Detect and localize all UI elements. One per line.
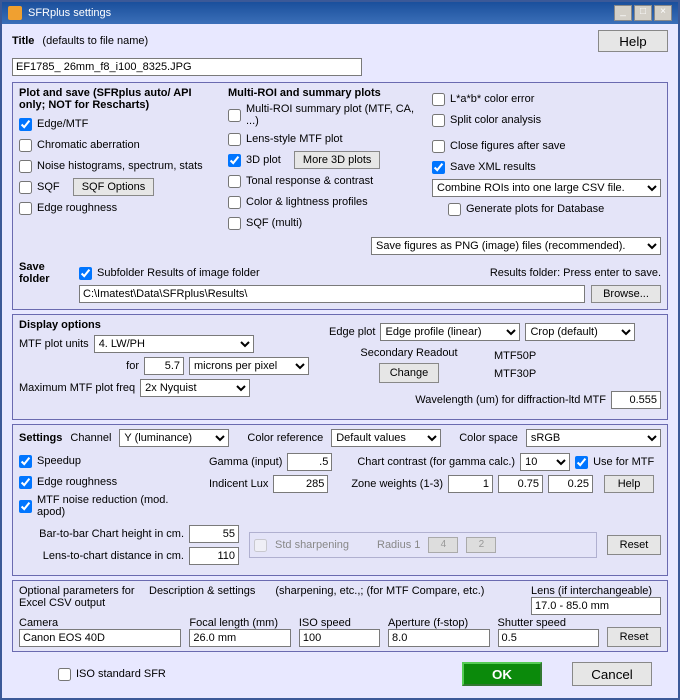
window-title: SFRplus settings bbox=[28, 7, 111, 19]
mtf-noise-check[interactable] bbox=[19, 500, 32, 513]
settings-window: SFRplus settings _ □ × Title (defaults t… bbox=[0, 0, 680, 700]
edge-rough2-check[interactable] bbox=[19, 476, 32, 489]
lens-style-check[interactable] bbox=[228, 133, 241, 146]
sqf-options-button[interactable]: SQF Options bbox=[73, 178, 155, 196]
gamma-input[interactable] bbox=[287, 453, 332, 471]
browse-button[interactable]: Browse... bbox=[591, 285, 661, 303]
channel-select[interactable]: Y (luminance) bbox=[119, 429, 229, 447]
ok-button[interactable]: OK bbox=[462, 662, 542, 686]
more-3d-button[interactable]: More 3D plots bbox=[294, 151, 380, 169]
subfolder-check[interactable] bbox=[79, 267, 92, 280]
display-heading: Display options bbox=[19, 319, 309, 331]
lux-input[interactable] bbox=[273, 475, 328, 493]
close-button[interactable]: × bbox=[654, 5, 672, 21]
zone3-input[interactable] bbox=[548, 475, 593, 493]
fig-format-select[interactable]: Save figures as PNG (image) files (recom… bbox=[371, 237, 661, 255]
lens-dist-input[interactable] bbox=[189, 547, 239, 565]
gen-db-check[interactable] bbox=[448, 203, 461, 216]
save-xml-check[interactable] bbox=[432, 161, 445, 174]
multi-summary-check[interactable] bbox=[228, 109, 241, 122]
title-label: Title bbox=[12, 35, 34, 47]
optional-reset-button[interactable]: Reset bbox=[607, 627, 661, 647]
titlebar: SFRplus settings _ □ × bbox=[2, 2, 678, 24]
speedup-check[interactable] bbox=[19, 455, 32, 468]
maximize-button[interactable]: □ bbox=[634, 5, 652, 21]
chromatic-check[interactable] bbox=[19, 139, 32, 152]
cancel-button[interactable]: Cancel bbox=[572, 662, 652, 686]
tonal-check[interactable] bbox=[228, 175, 241, 188]
aperture-input[interactable] bbox=[388, 629, 489, 647]
for-input[interactable] bbox=[144, 357, 184, 375]
edge-rough-check[interactable] bbox=[19, 202, 32, 215]
iso-input[interactable] bbox=[299, 629, 380, 647]
for-unit-select[interactable]: microns per pixel bbox=[189, 357, 309, 375]
close-fig-check[interactable] bbox=[432, 140, 445, 153]
save-folder-label: Save folder bbox=[19, 261, 69, 285]
color-ref-select[interactable]: Default values bbox=[331, 429, 441, 447]
optional-heading: Optional parameters for Excel CSV output bbox=[19, 585, 139, 615]
sqf-multi-check[interactable] bbox=[228, 217, 241, 230]
edge-mtf-check[interactable] bbox=[19, 118, 32, 131]
plot-save-heading: Plot and save (SFRplus auto/ API only; N… bbox=[19, 87, 214, 111]
lens-input[interactable] bbox=[531, 597, 661, 615]
camera-input[interactable] bbox=[19, 629, 181, 647]
help-button[interactable]: Help bbox=[598, 30, 668, 52]
max-freq-select[interactable]: 2x Nyquist bbox=[140, 379, 250, 397]
settings-help-button[interactable]: Help bbox=[604, 475, 654, 493]
wavelen-input[interactable] bbox=[611, 391, 661, 409]
lab-err-check[interactable] bbox=[432, 93, 445, 106]
split-color-check[interactable] bbox=[432, 114, 445, 127]
color-space-select[interactable]: sRGB bbox=[526, 429, 661, 447]
shutter-input[interactable] bbox=[498, 629, 599, 647]
multi-roi-heading: Multi-ROI and summary plots bbox=[228, 87, 418, 99]
sqf-check[interactable] bbox=[19, 181, 32, 194]
colorlight-check[interactable] bbox=[228, 196, 241, 209]
use-mtf-check[interactable] bbox=[575, 456, 588, 469]
settings-reset-button[interactable]: Reset bbox=[607, 535, 661, 555]
iso-std-check[interactable] bbox=[58, 668, 71, 681]
zone2-input[interactable] bbox=[498, 475, 543, 493]
title-input[interactable] bbox=[12, 58, 362, 76]
title-hint: (defaults to file name) bbox=[42, 35, 148, 47]
minimize-button[interactable]: _ bbox=[614, 5, 632, 21]
edge-plot-select[interactable]: Edge profile (linear) bbox=[380, 323, 520, 341]
results-folder-label: Results folder: Press enter to save. bbox=[490, 267, 661, 279]
focal-input[interactable] bbox=[189, 629, 290, 647]
bar-height-input[interactable] bbox=[189, 525, 239, 543]
noise-check[interactable] bbox=[19, 160, 32, 173]
plot3d-check[interactable] bbox=[228, 154, 241, 167]
csv-mode-select[interactable]: Combine ROIs into one large CSV file. bbox=[432, 179, 661, 197]
crop-select[interactable]: Crop (default) bbox=[525, 323, 635, 341]
app-icon bbox=[8, 6, 22, 20]
results-path-input[interactable] bbox=[79, 285, 585, 303]
change-button[interactable]: Change bbox=[379, 363, 440, 383]
contrast-select[interactable]: 10 bbox=[520, 453, 570, 471]
mtf-units-select[interactable]: 4. LW/PH bbox=[94, 335, 254, 353]
zone1-input[interactable] bbox=[448, 475, 493, 493]
sharpening-check bbox=[254, 539, 267, 552]
